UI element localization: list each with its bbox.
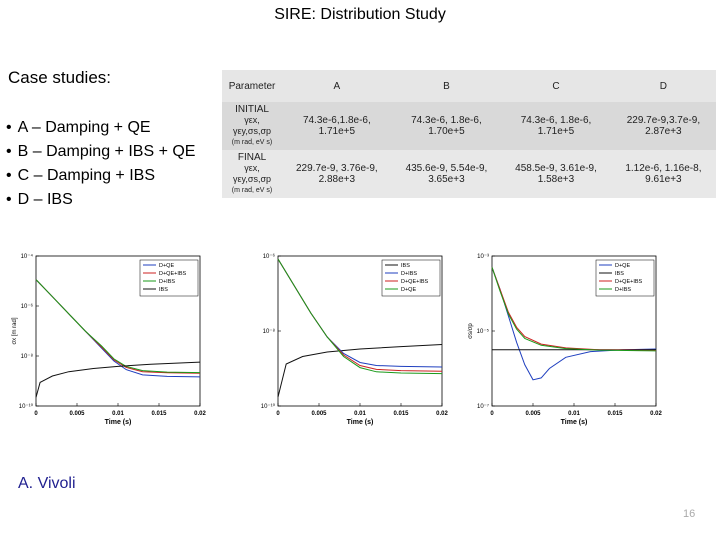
x-tick-label: 0.005 xyxy=(69,411,85,417)
legend-box xyxy=(381,259,441,297)
row-symbols: γεx, γεy,σs,σp xyxy=(233,115,272,136)
legend-label: D+QE xyxy=(159,263,174,269)
legend-label: D+QE+IBS xyxy=(159,271,187,277)
y-axis-label: σx [m rad] xyxy=(12,317,18,344)
legend-label: D+IBS xyxy=(159,279,175,285)
series-line xyxy=(35,361,201,398)
x-tick-label: 0.015 xyxy=(151,411,167,417)
row-label: INITIAL xyxy=(235,104,269,115)
x-tick-label: 0.005 xyxy=(525,411,541,417)
case-item-c: C – Damping + IBS xyxy=(6,164,195,188)
y-tick-label: 10⁻⁸ xyxy=(263,328,276,335)
series-line xyxy=(35,279,201,374)
row-label-cell: INITIAL γεx, γεy,σs,σp (m rad, eV s) xyxy=(222,102,283,150)
legend-box xyxy=(595,259,655,297)
x-tick-label: 0.02 xyxy=(194,411,206,417)
table-row-final: FINAL γεx, γεy,σs,σp (m rad, eV s) 229.7… xyxy=(222,150,716,198)
plot-svg: 0 0.005 0.01 0.015 0.02 10⁻⁶ 10⁻⁸ 10⁻¹⁰ Time (s)… xyxy=(261,253,449,426)
table-cell: 74.3e-6,1.8e-6, 1.71e+5 xyxy=(282,102,392,150)
table-header-row: Parameter A B C D xyxy=(222,70,716,102)
case-studies-heading: Case studies: xyxy=(8,68,111,87)
legend-label: D+QE+IBS xyxy=(615,279,643,285)
x-tick-label: 0.01 xyxy=(354,411,366,417)
y-tick-label: 10⁻¹⁰ xyxy=(261,403,276,410)
table-cell: 74.3e-6, 1.8e-6, 1.70e+5 xyxy=(391,102,502,150)
x-tick-label: 0.015 xyxy=(393,411,409,417)
x-tick-label: 0.01 xyxy=(112,411,124,417)
row-unit: (m rad, eV s) xyxy=(231,187,273,194)
x-tick-label: 0.02 xyxy=(436,411,448,417)
y-tick-label: 10⁻⁶ xyxy=(21,303,34,310)
y-tick-label: 10⁻⁸ xyxy=(21,353,34,360)
row-label-cell: FINAL γεx, γεy,σs,σp (m rad, eV s) xyxy=(222,150,283,198)
y-tick-label: 10⁻⁶ xyxy=(263,253,276,260)
table-cell: 458.5e-9, 3.61e-9, 1.58e+3 xyxy=(501,150,611,198)
table-cell: 435.6e-9, 5.54e-9, 3.65e+3 xyxy=(391,150,502,198)
case-item-b: B – Damping + IBS + QE xyxy=(6,140,196,164)
table-row-initial: INITIAL γεx, γεy,σs,σp (m rad, eV s) 74.… xyxy=(222,102,716,150)
header-cell: D xyxy=(610,70,716,102)
y-tick-label: 10⁻¹⁰ xyxy=(19,403,34,410)
plot-vertical-emittance: 0 0.005 0.01 0.015 0.02 10⁻⁶ 10⁻⁸ 10⁻¹⁰ Time (s)… xyxy=(250,244,450,430)
plot-horizontal-emittance: 0 0.005 0.01 0.015 0.02 10⁻⁴ 10⁻⁶ 10⁻⁸ 10⁻¹⁰ Time… xyxy=(8,244,208,430)
legend-label: D+IBS xyxy=(401,271,417,277)
row-unit: (m rad, eV s) xyxy=(231,139,273,146)
legend-label: D+QE+IBS xyxy=(401,279,429,285)
plot-bunch-length-momentum: 0 0.005 0.01 0.015 0.02 10⁻³ 10⁻⁵ 10⁻⁷ Time (s) σ… xyxy=(464,244,664,430)
legend-label: D+QE xyxy=(615,263,630,269)
x-tick-label: 0.02 xyxy=(650,411,662,417)
row-symbols: γεx, γεy,σs,σp xyxy=(233,163,272,184)
y-tick-label: 10⁻⁵ xyxy=(477,328,490,335)
legend-box xyxy=(139,259,199,297)
plot-svg: 0 0.005 0.01 0.015 0.02 10⁻³ 10⁻⁵ 10⁻⁷ Time (s) σ… xyxy=(468,254,662,426)
table-cell: 229.7e-9, 3.76e-9, 2.88e+3 xyxy=(282,150,392,198)
legend-label: IBS xyxy=(401,263,410,269)
legend-label: D+QE xyxy=(401,287,416,293)
author-name: A. Vivoli xyxy=(18,475,76,492)
case-list: A – Damping + QE B – Damping + IBS + QE … xyxy=(6,116,196,212)
parameter-table: Parameter A B C D INITIAL γεx, γεy,σs,σp… xyxy=(222,70,716,198)
x-tick-label: 0.005 xyxy=(311,411,327,417)
x-axis-label: Time (s) xyxy=(561,419,588,426)
series-line xyxy=(491,267,657,352)
row-label: FINAL xyxy=(237,152,267,163)
header-cell: Parameter xyxy=(222,70,283,102)
table-cell: 1.12e-6, 1.16e-8, 9.61e+3 xyxy=(610,150,716,198)
legend-label: D+IBS xyxy=(615,287,631,293)
header-cell: A xyxy=(282,70,392,102)
legend-label: IBS xyxy=(615,271,624,277)
x-tick-label: 0.01 xyxy=(568,411,580,417)
legend-label: IBS xyxy=(159,287,168,293)
header-cell: B xyxy=(391,70,502,102)
slide-title: SIRE: Distribution Study xyxy=(274,6,446,23)
plot-svg: 0 0.005 0.01 0.015 0.02 10⁻⁴ 10⁻⁶ 10⁻⁸ 10⁻¹⁰ Time… xyxy=(12,253,206,426)
table-cell: 74.3e-6, 1.8e-6, 1.71e+5 xyxy=(501,102,611,150)
y-tick-label: 10⁻⁴ xyxy=(21,253,34,260)
x-tick-label: 0 xyxy=(34,411,38,417)
x-axis-label: Time (s) xyxy=(105,419,132,426)
x-tick-label: 0.015 xyxy=(607,411,623,417)
slide-number: 16 xyxy=(683,508,696,520)
x-tick-label: 0 xyxy=(276,411,280,417)
case-item-d: D – IBS xyxy=(6,188,195,212)
x-tick-label: 0 xyxy=(490,411,494,417)
case-item-a: A – Damping + QE xyxy=(6,116,195,140)
table-cell: 229.7e-9,3.7e-9, 2.87e+3 xyxy=(610,102,716,150)
x-axis-label: Time (s) xyxy=(347,419,374,426)
y-tick-label: 10⁻⁷ xyxy=(477,403,489,410)
header-cell: C xyxy=(501,70,611,102)
y-tick-label: 10⁻³ xyxy=(477,254,489,260)
series-line xyxy=(277,344,443,398)
y-axis-label: σs/σp xyxy=(468,323,474,339)
series-line xyxy=(277,258,443,375)
